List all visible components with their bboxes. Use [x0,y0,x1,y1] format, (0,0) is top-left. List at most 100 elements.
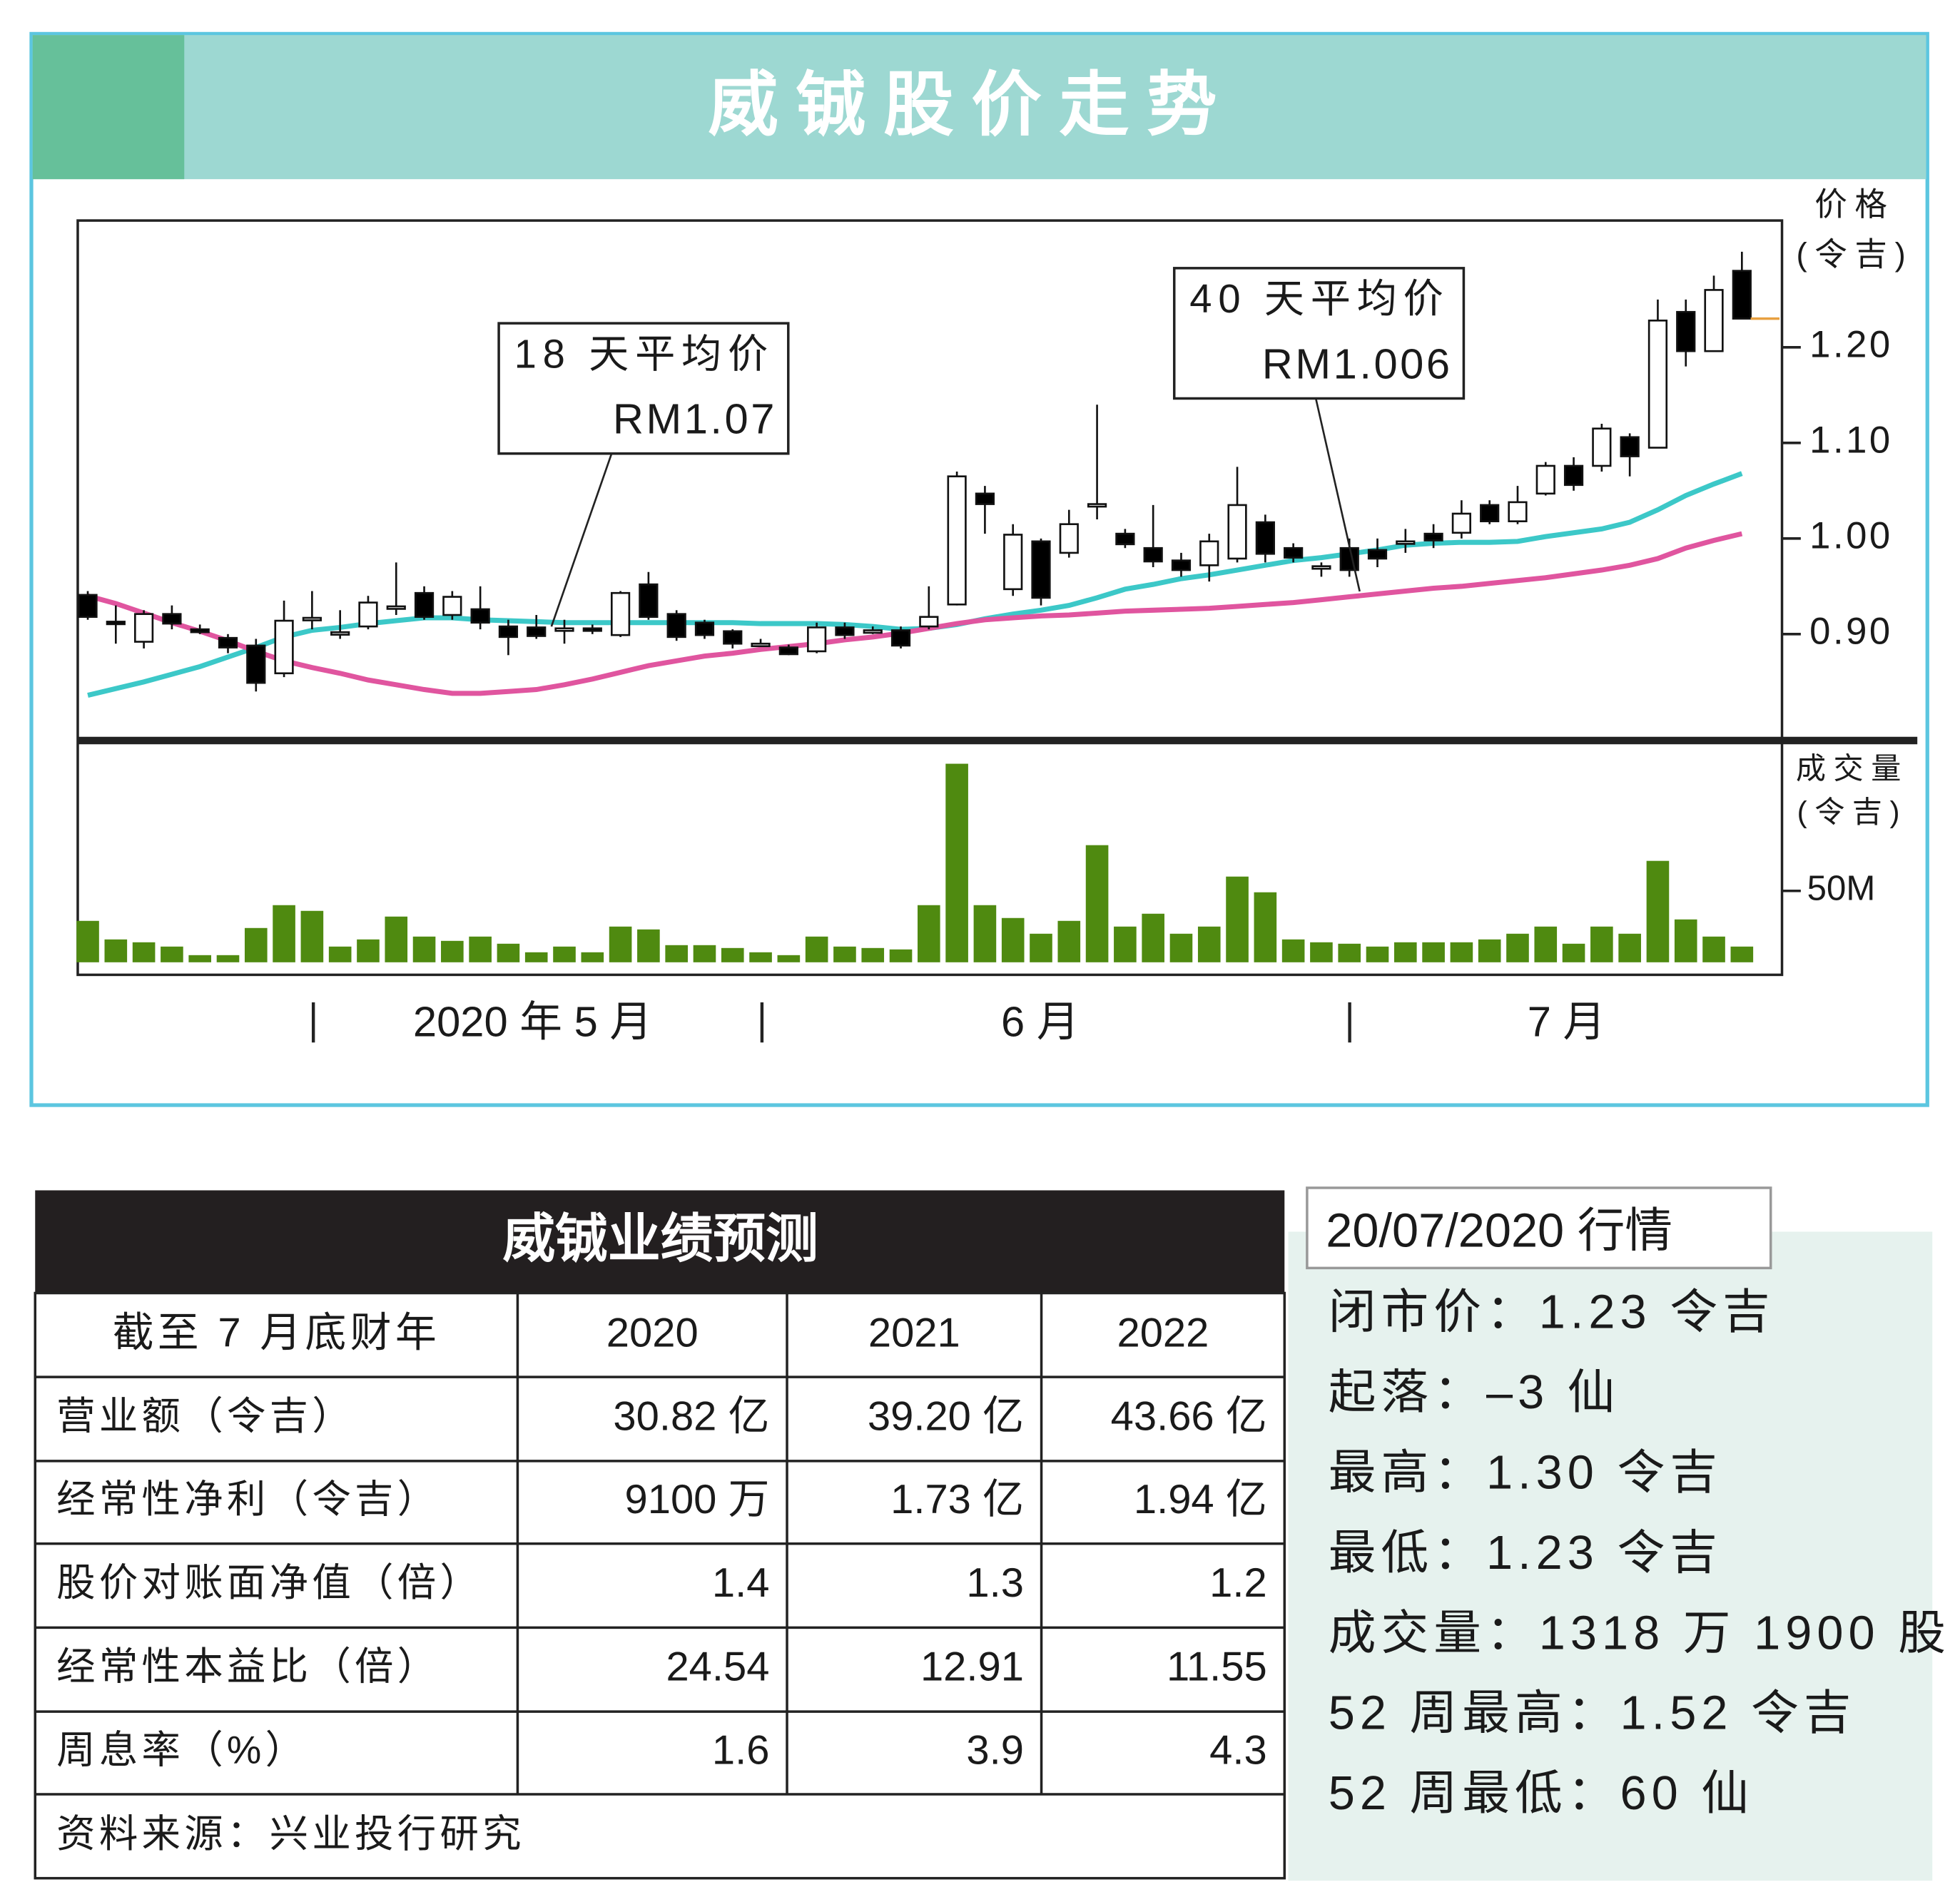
table-value-cell: 1.73 亿 [890,1477,1024,1522]
volume-bar [132,942,156,962]
volume-bar [1506,933,1529,962]
table-value-cell: 11.55 [1167,1644,1267,1690]
volume-bar [412,936,436,962]
volume-bar [805,936,828,962]
y-tick-label: 0.90 [1809,611,1893,653]
candle-body [751,642,771,648]
table-value-cell: 24.54 [666,1644,769,1690]
volume-bar [693,945,716,962]
month-label: 6 月 [1001,997,1080,1045]
y-axis-label: 价格 [1814,186,1894,223]
volume-bar [524,952,548,962]
candle-body [78,594,98,619]
volume-axis-unit: (令吉) [1797,795,1908,829]
candle-body [1480,504,1500,523]
table-value-cell: 1.3 [966,1560,1024,1606]
y-axis-unit: (令吉) [1796,236,1913,273]
callout-value: RM1.07 [613,395,777,443]
plot-frame [76,219,1784,977]
candle-body [302,616,322,621]
volume-bar [1450,942,1473,962]
candle-body [835,626,855,636]
candle-body [133,613,154,643]
volume-bar [1534,926,1558,962]
quote-item: 成交量：1318 万 1900 股 [1329,1607,1951,1659]
table-value-cell: 3.9 [966,1727,1024,1773]
volume-bar [1478,939,1501,962]
candle-body [1003,534,1023,591]
volume-bar [833,946,856,962]
volume-bar [1422,942,1445,962]
volume-bar [1702,936,1725,962]
table-value-cell: 1.2 [1209,1560,1267,1606]
candle-body [442,596,462,616]
volume-bar [581,952,604,962]
candle-body [1059,523,1079,554]
candle-body [358,601,378,628]
callout-box [497,322,790,455]
table-header-cell: 2020 [606,1311,699,1356]
chart-title: 威铖股价走势 [708,66,1234,144]
candle-body [1423,532,1443,541]
y-tick-label: 1.00 [1809,515,1893,557]
table-header-cell: 2022 [1117,1311,1209,1356]
volume-bar [918,905,940,962]
volume-bar [469,936,492,962]
volume-bar [1085,845,1109,962]
quote-item: 起落：–3 仙 [1329,1366,1620,1419]
table-header-cell: 2021 [868,1311,960,1356]
candle-body [330,631,350,636]
volume-bar [244,927,268,962]
candle-body [106,621,126,626]
candle-body [162,613,182,625]
table-title: 威铖业绩预测 [502,1209,818,1268]
volume-bar [721,947,744,962]
candle-body [1255,521,1275,555]
quote-item: 闭市价：1.23 令吉 [1329,1286,1775,1339]
table-value-cell: 1.94 亿 [1134,1477,1267,1522]
candle-body [919,616,939,628]
table-value-cell: 1.6 [712,1727,770,1773]
table-header-cell: 截至 7 月底财年 [113,1311,440,1356]
candle-body [554,627,574,632]
candle-body [1143,546,1163,563]
table-value-cell: 12.91 [920,1644,1024,1690]
candle-body [386,605,406,610]
volume-axis-label: 成交量 [1796,751,1909,785]
candle-body [414,591,435,619]
candle-body [1647,319,1668,449]
volume-bar [1618,933,1641,962]
candle-body [1732,270,1752,320]
candle-body [1563,464,1584,487]
volume-bar [665,945,688,962]
volume-bar [553,946,576,962]
candle-body [218,636,238,649]
table-value-cell: 30.82 亿 [613,1393,769,1439]
volume-bar [1366,946,1389,962]
candle-body [1535,464,1555,495]
month-label: 2020 年 5 月 [413,997,652,1045]
volume-bar [1142,913,1164,962]
quote-item: 52 周最高：1.52 令吉 [1329,1687,1857,1740]
volume-bar [1001,917,1025,962]
candle-body [1171,559,1192,571]
volume-bar [104,939,128,962]
callout-value: RM1.006 [1262,340,1453,387]
candle-body [807,626,827,653]
volume-bar [1562,943,1585,962]
table-value-cell: 43.66 亿 [1111,1393,1267,1439]
table-row-label: 周息率（%） [56,1728,308,1771]
table-row-label: 经常性本益比（倍） [56,1645,440,1689]
month-label: 7 月 [1528,997,1606,1045]
volume-bar [1057,920,1081,962]
table-value-cell: 9100 万 [625,1477,770,1522]
candle-body [1284,546,1304,559]
volume-bar [1590,926,1613,962]
volume-bar [1114,926,1137,962]
quote-title: 20/07/2020 行情 [1326,1205,1672,1258]
candle-body [863,629,883,634]
volume-bar [300,910,324,962]
candle-body [778,646,798,656]
quote-title-box [1306,1186,1772,1270]
volume-bar [441,940,464,962]
